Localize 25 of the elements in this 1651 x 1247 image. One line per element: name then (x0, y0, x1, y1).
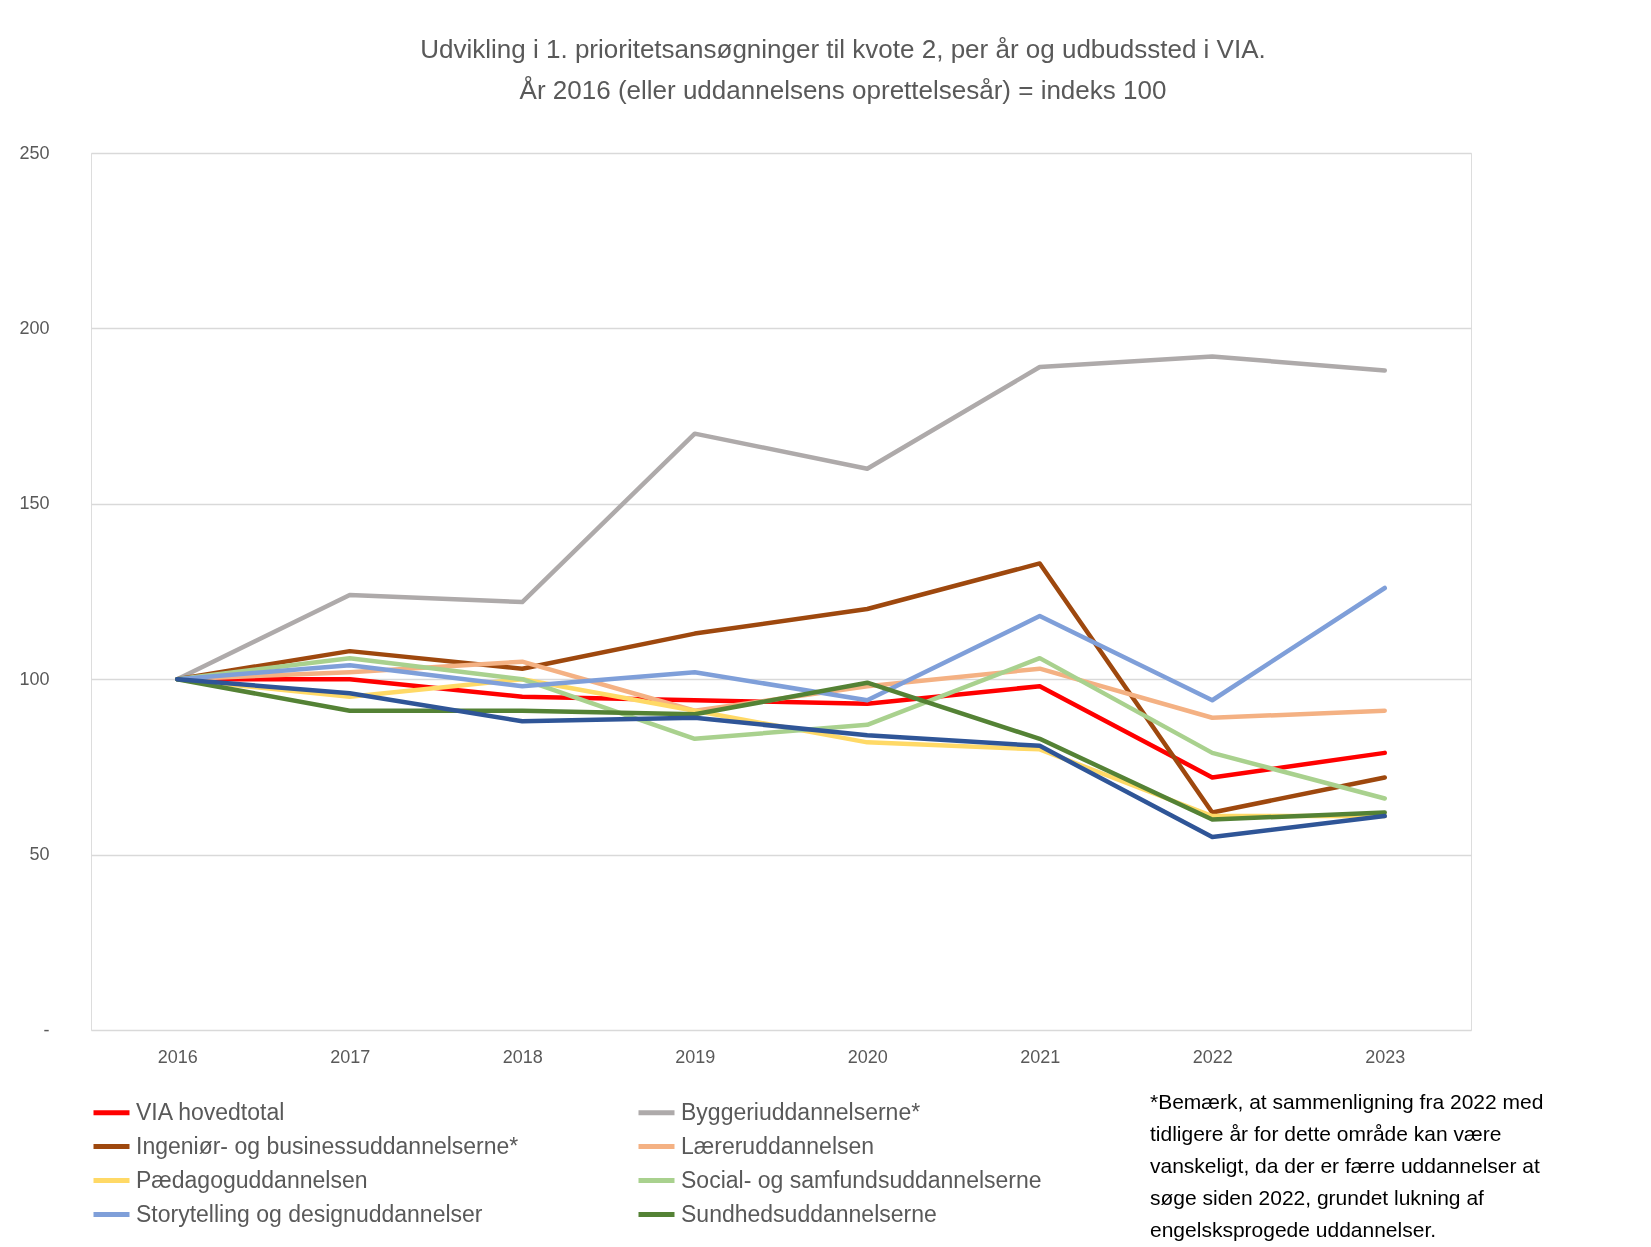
x-tick-label: 2018 (502, 1046, 543, 1067)
chart-subtitle: År 2016 (eller uddannelsens oprettelsesår) = indeks 100 (519, 75, 1167, 105)
y-tick-label: - (43, 1019, 50, 1040)
y-tick-label: 50 (29, 844, 50, 865)
x-tick-label: 2022 (1192, 1046, 1233, 1067)
legend-label: Storytelling og designuddannelser (136, 1200, 483, 1227)
legend-label: Social- og samfundsuddannelserne (681, 1166, 1042, 1193)
legend-label: Sundhedsuddannelserne (681, 1200, 937, 1227)
legend-label: Byggeriuddannelserne* (681, 1098, 921, 1125)
text: *Bemærk, at sammenligning fra 2022 med tidligere år for dette område kan være vanskeligt, da der er færre uddannelser at søge siden 2022, grundet lukning af engelsksprogede uddannelser. (1150, 1090, 1544, 1241)
y-tick-label: 100 (19, 668, 50, 689)
legend-label: VIA hovedtotal (136, 1098, 285, 1125)
x-tick-label: 2021 (1020, 1046, 1061, 1067)
legend-label: Læreruddannelsen (681, 1132, 875, 1159)
x-tick-label: 2019 (675, 1046, 716, 1067)
y-tick-label: 200 (19, 317, 50, 338)
y-tick-label: 150 (19, 493, 50, 514)
x-tick-label: 2020 (847, 1046, 888, 1067)
y-tick-label: 250 (19, 142, 50, 163)
chart-title: Udvikling i 1. prioritetsansøgninger til kvote 2, per år og udbudssted i VIA. (420, 34, 1266, 64)
legend-label: Pædagoguddannelsen (136, 1166, 368, 1193)
x-tick-label: 2017 (330, 1046, 371, 1067)
x-tick-label: 2023 (1365, 1046, 1406, 1067)
legend-label: Ingeniør- og businessuddannelserne* (136, 1132, 519, 1159)
x-tick-label: 2016 (157, 1046, 198, 1067)
